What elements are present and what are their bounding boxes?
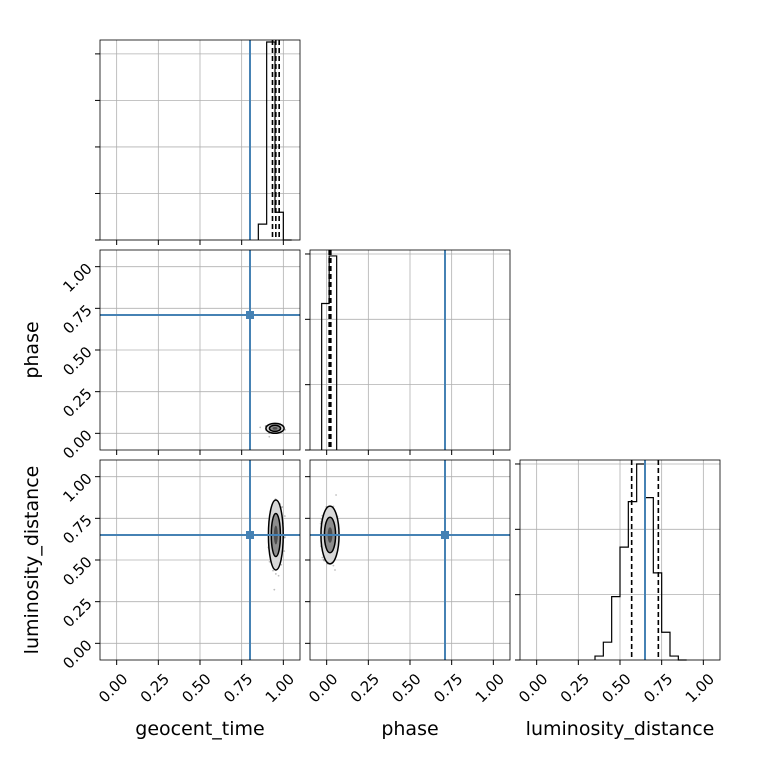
y-tick-label: 0.75 (59, 511, 95, 547)
sample-point (322, 558, 325, 561)
x-tick-label: 0.00 (95, 670, 131, 706)
grid-0-0 (95, 40, 300, 241)
grid-1-1 (305, 250, 510, 451)
sample-point (272, 569, 274, 572)
x-axis-label-geocent_time: geocent_time (135, 718, 264, 740)
sample-point (268, 435, 271, 438)
scatter-geocent_time-phase (259, 422, 287, 438)
x-tick-label: 0.25 (347, 670, 383, 706)
y-tick-label: 0.50 (59, 343, 95, 379)
sample-point (268, 560, 271, 563)
y-tick-label: 1.00 (59, 470, 95, 506)
grid-2-2 (515, 460, 720, 661)
x-tick-label: 0.50 (178, 670, 214, 706)
truth-marker (246, 531, 254, 539)
sample-point (284, 428, 287, 431)
sample-point (283, 536, 286, 538)
y-tick-label: 1.00 (59, 260, 95, 296)
x-tick-label: 1.00 (682, 670, 718, 706)
x-tick-label: 0.25 (137, 670, 173, 706)
x-axis-label-phase: phase (381, 718, 438, 740)
x-tick-label: 0.25 (557, 670, 593, 706)
sample-point (259, 426, 262, 429)
sample-point (323, 559, 326, 562)
sample-point (283, 536, 286, 539)
x-tick-label: 0.75 (220, 670, 256, 706)
y-axis-label-luminosity_distance: luminosity_distance (21, 466, 43, 655)
x-axis-label-luminosity_distance: luminosity_distance (526, 718, 715, 740)
x-tick-label: 0.50 (388, 670, 424, 706)
x-tick-label: 0.00 (515, 670, 551, 706)
sample-point (281, 505, 284, 508)
sample-point (335, 494, 337, 496)
sample-point (283, 515, 286, 517)
y-tick-label: 0.50 (59, 553, 95, 589)
sample-point (334, 569, 336, 571)
sample-point (280, 563, 283, 566)
contour-core (272, 427, 278, 430)
grid-0-2 (100, 460, 300, 660)
histogram-geocent_time (257, 41, 292, 241)
y-tick-label: 0.75 (59, 301, 95, 337)
y-tick-label: 0.00 (59, 636, 95, 672)
grid-1-2 (310, 460, 510, 660)
sample-point (274, 573, 277, 575)
x-tick-label: 1.00 (472, 670, 508, 706)
x-tick-label: 0.75 (640, 670, 676, 706)
truth-marker (246, 311, 254, 319)
x-tick-label: 0.50 (598, 670, 634, 706)
scatter-phase-luminosity_distance (319, 494, 340, 571)
y-tick-label: 0.25 (59, 595, 95, 631)
histogram-phase (321, 255, 338, 450)
x-tick-label: 0.00 (305, 670, 341, 706)
y-tick-label: 0.25 (59, 385, 95, 421)
x-tick-label: 0.75 (430, 670, 466, 706)
sample-point (273, 588, 276, 591)
histogram-luminosity_distance (594, 463, 687, 661)
sample-point (283, 550, 286, 552)
x-tick-label: 1.00 (262, 670, 298, 706)
sample-point (277, 574, 280, 577)
grid-0-1 (100, 250, 300, 450)
sample-point (332, 564, 335, 567)
sample-point (321, 556, 324, 559)
truth-marker (441, 531, 449, 539)
y-tick-label: 0.00 (59, 426, 95, 462)
y-axis-label-phase: phase (21, 321, 43, 378)
